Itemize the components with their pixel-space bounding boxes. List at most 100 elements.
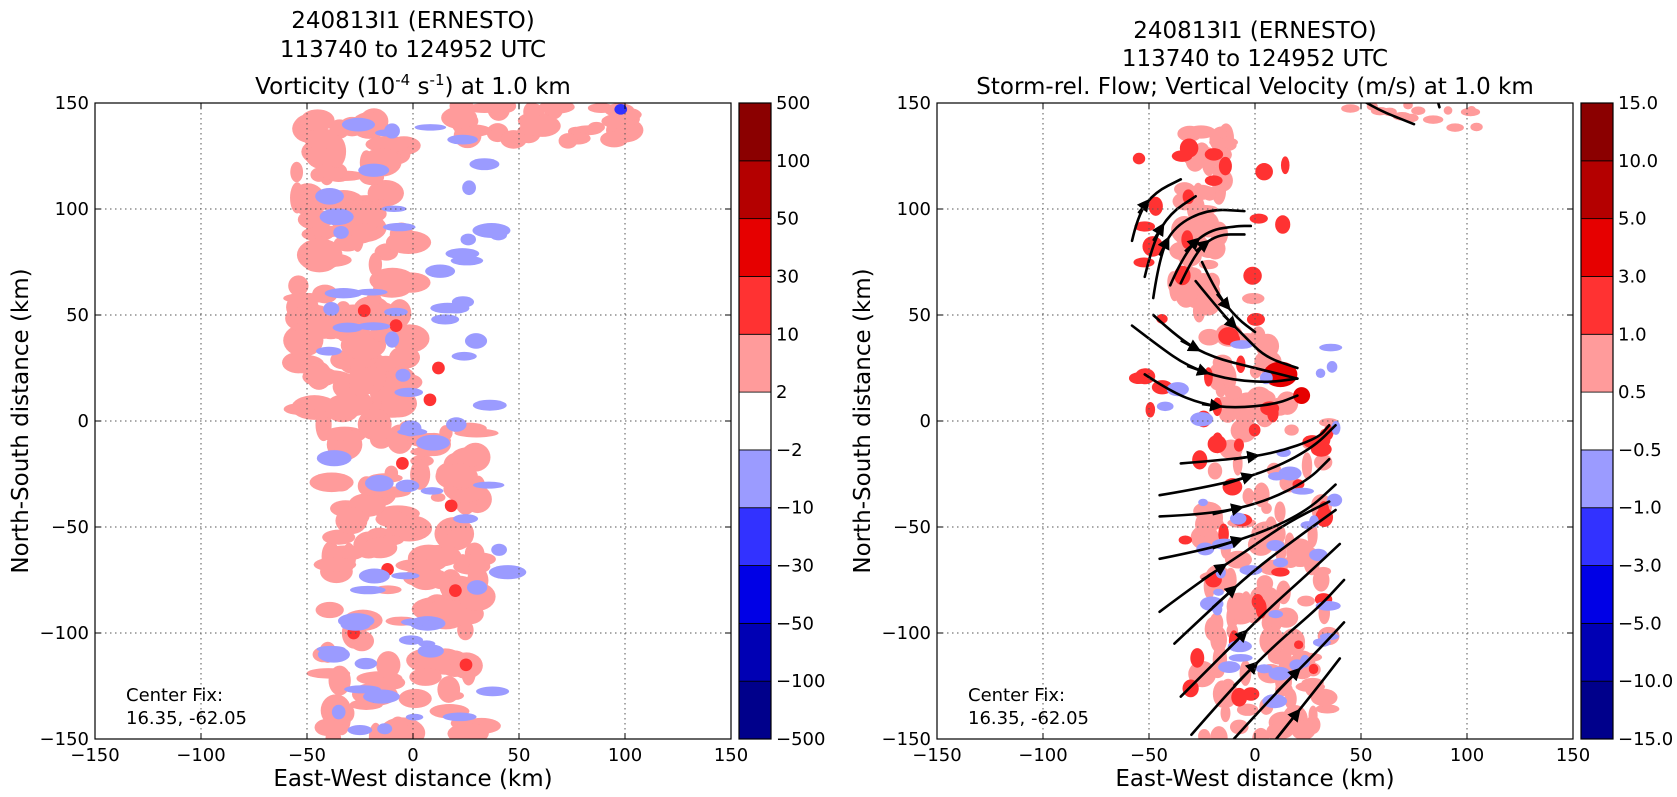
colorbar-frame (1580, 102, 1614, 740)
vorticity-patch-positive (398, 688, 432, 709)
streamline-arrow (1232, 661, 1259, 687)
vorticity-patch-positive (388, 716, 408, 739)
updraft-cell (1132, 152, 1146, 165)
vorticity-patch-negative (401, 618, 430, 627)
downdraft-patch (1326, 493, 1343, 507)
vorticity-patch-negative (405, 713, 424, 721)
vorticity-patch-negative (315, 187, 344, 205)
colorbar-tick-label: −30 (776, 556, 814, 577)
vorticity-patch-positive (326, 135, 347, 168)
vorticity-patch-negative (418, 640, 436, 647)
vorticity-patch-positive (291, 306, 312, 325)
plot-grid (95, 103, 731, 739)
x-tick-label: −100 (176, 745, 225, 766)
vorticity-core (357, 304, 371, 318)
colorbar-tick-label: −3.0 (1618, 556, 1662, 577)
updraft-cell (1192, 450, 1208, 470)
vorticity-patch-negative (425, 264, 456, 278)
updraft-patch (1210, 726, 1228, 739)
vorticity-patch-positive (587, 121, 605, 133)
updraft-patch (1259, 626, 1285, 656)
downdraft-patch (1291, 487, 1314, 495)
streamline-arrow (1186, 363, 1211, 376)
y-tick-label: 50 (66, 305, 89, 326)
vorticity-patch-positive (558, 133, 578, 149)
panel2-title-line3: Storm-rel. Flow; Vertical Velocity (m/s)… (976, 74, 1534, 100)
x-tick-label: 0 (407, 745, 418, 766)
vorticity-patch-positive (409, 667, 442, 686)
colorbar-segment (738, 218, 772, 277)
vorticity-patch-positive (441, 106, 478, 129)
vorticity-patch-positive (283, 403, 315, 415)
streamline-arrow (1222, 629, 1249, 656)
vorticity-patch-negative (472, 223, 511, 238)
colorbar-tick-label: −15.0 (1618, 729, 1673, 750)
y-tick-label: −100 (882, 623, 931, 644)
vorticity-patch-negative (476, 686, 510, 697)
x-tick-label: −50 (1130, 745, 1168, 766)
vorticity-patch-positive (389, 346, 421, 369)
downdraft-patch (1268, 666, 1291, 681)
x-tick-label: 150 (1556, 745, 1590, 766)
downdraft-patch (1228, 654, 1253, 662)
colorbar-segment (738, 276, 772, 335)
colorbar-tick-label: −1.0 (1618, 498, 1662, 519)
colorbar-segment (1580, 680, 1614, 740)
updraft-patch (1252, 727, 1270, 739)
y-tick-label: 100 (897, 199, 931, 220)
vorticity-patch-negative (381, 205, 407, 213)
vorticity-patch-negative (375, 129, 400, 137)
updraft-cell (1218, 156, 1232, 176)
vorticity-patch-positive (296, 238, 343, 272)
updraft-cell (1275, 215, 1291, 234)
x-tick-label: −150 (912, 745, 961, 766)
streamline (1179, 542, 1342, 698)
colorbar-segment (1580, 160, 1614, 220)
colorbar-segment (738, 622, 772, 682)
vorticity-core (396, 457, 409, 470)
y-axis-label: North-South distance (km) (8, 268, 34, 573)
vorticity-title-suffix: ) at 1.0 km (445, 74, 571, 100)
vorticity-patch-negative (391, 572, 420, 580)
colorbar-tick-label: −5.0 (1618, 613, 1662, 634)
streamline-arrow (1136, 198, 1151, 215)
streamline (1364, 103, 1416, 126)
updraft-cell (1204, 367, 1213, 387)
vorticity-patch-negative (319, 208, 354, 226)
vorticity-patch-negative (356, 322, 391, 331)
x-tick-label: 50 (1350, 745, 1373, 766)
downdraft-patch (1190, 412, 1214, 427)
updraft-patch (1422, 115, 1444, 124)
colorbar-segment (738, 160, 772, 220)
updraft-cell (1233, 438, 1244, 452)
panel2-title-line1: 240813I1 (ERNESTO) (1133, 18, 1376, 44)
updraft-cell (1248, 423, 1261, 437)
downdraft-patch (1266, 539, 1285, 552)
updraft-patch (1255, 333, 1280, 359)
x-tick-label: −50 (288, 745, 326, 766)
axis-ticks: −150 −100 −50 0 50 100 150 −150 −100 −50 0 50 100 150 (882, 93, 1591, 766)
panel2-title-line2: 113740 to 124952 UTC (1122, 46, 1388, 72)
colorbar-tick-label: 10 (776, 324, 799, 345)
vorticity-colorbar: −500 −100 −50 −30 −10 −2 2 10 30 50 100 500 (738, 93, 825, 750)
updraft-patch (1226, 397, 1246, 411)
updraft-patch (1411, 106, 1426, 115)
vorticity-patch-positive (456, 554, 470, 571)
colorbar-tick-label: −0.5 (1618, 440, 1662, 461)
vorticity-patch-negative (442, 712, 477, 722)
downdraft-patch (1326, 361, 1338, 373)
updraft-patch (1310, 688, 1338, 707)
downdraft-patch (1268, 610, 1284, 619)
streamline-arrow (1194, 239, 1211, 253)
streamline-arrow (1211, 585, 1238, 609)
colorbar-segment (1580, 449, 1614, 509)
updraft-patch (1297, 595, 1315, 607)
strong-updraft (1293, 387, 1311, 405)
updraft-patch (1229, 719, 1249, 735)
vorticity-patch-positive (362, 537, 398, 559)
vorticity-field (282, 103, 644, 739)
streamline-arrow (1222, 314, 1238, 330)
colorbar-tick-label: −500 (776, 729, 825, 750)
updraft-patch (1198, 729, 1211, 739)
updraft-cell (1211, 432, 1224, 454)
